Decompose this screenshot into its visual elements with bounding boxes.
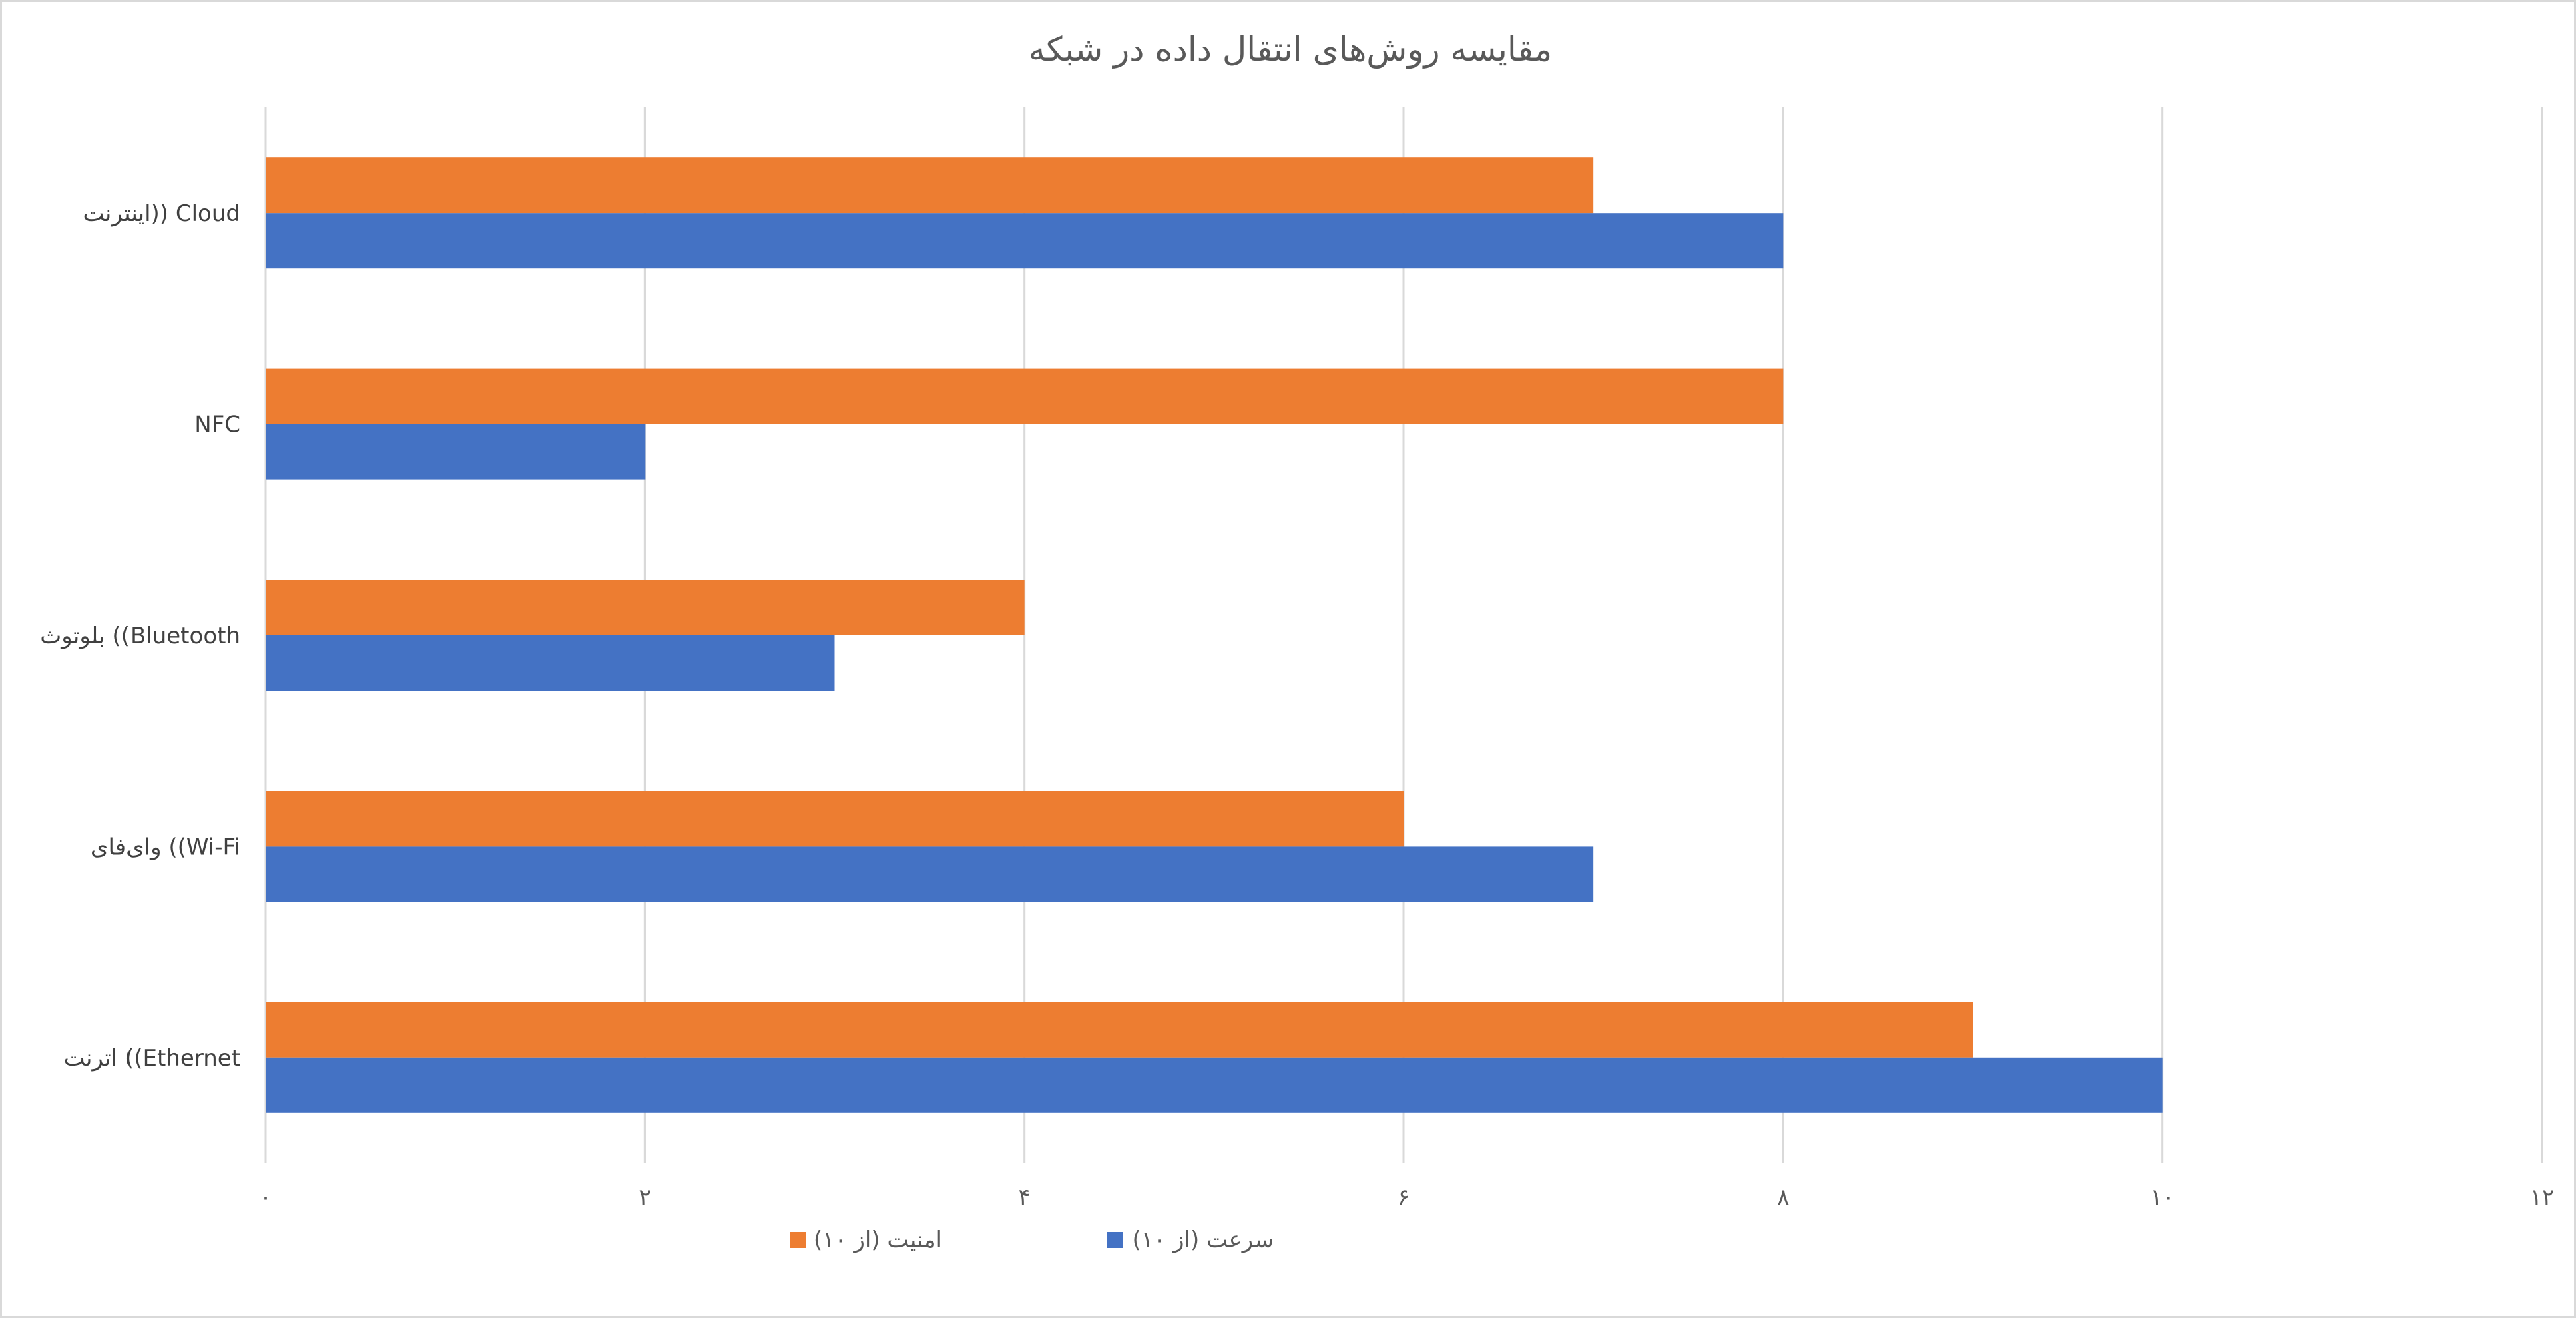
legend-swatch [790, 1232, 806, 1248]
x-tick-label: ۸ [1777, 1184, 1789, 1211]
category-label: NFC [194, 412, 240, 438]
bar-speed-1 [266, 846, 1594, 902]
x-tick-label: ۴ [1019, 1184, 1031, 1211]
bar-speed-0 [266, 1057, 2163, 1113]
x-tick-label: ۱۰ [2150, 1184, 2175, 1211]
legend-label: سرعت (از ۱۰) [1133, 1227, 1274, 1253]
category-label: اینترنت)) Cloud [83, 200, 240, 227]
legend: امنیت (از ۱۰) سرعت (از ۱۰) [790, 1227, 1274, 1253]
x-axis-tick-labels: ۰ ۲ ۴ ۶ ۸ ۱۰ ۱۲ [260, 1184, 2554, 1211]
bar-security-1 [266, 791, 1404, 847]
category-labels: اترنت ((Ethernet وای‌فای ((Wi-Fi بلوتوث ((… [40, 200, 240, 1072]
legend-swatch [1107, 1232, 1123, 1248]
bar-security-3 [266, 368, 1784, 424]
x-tick-label: ۶ [1398, 1184, 1410, 1211]
legend-label: امنیت (از ۱۰) [814, 1227, 942, 1253]
bar-security-2 [266, 580, 1025, 635]
bar-security-0 [266, 1002, 1973, 1058]
legend-item-security: امنیت (از ۱۰) [790, 1227, 942, 1253]
category-label: وای‌فای ((Wi-Fi [91, 834, 240, 860]
legend-item-speed: سرعت (از ۱۰) [1107, 1227, 1274, 1253]
x-tick-label: ۱۲ [2530, 1184, 2555, 1211]
bar-speed-4 [266, 213, 1784, 269]
category-label: اترنت ((Ethernet [64, 1045, 240, 1072]
chart-title: مقایسه روش‌های انتقال داده در شبکه [1029, 30, 1552, 69]
bar-speed-2 [266, 635, 835, 691]
bar-security-4 [266, 157, 1594, 214]
x-tick-label: ۰ [260, 1184, 272, 1211]
category-label: بلوتوث ((Bluetooth [40, 623, 240, 649]
bars [266, 157, 2163, 1113]
x-tick-label: ۲ [639, 1184, 651, 1211]
bar-speed-3 [266, 424, 646, 480]
